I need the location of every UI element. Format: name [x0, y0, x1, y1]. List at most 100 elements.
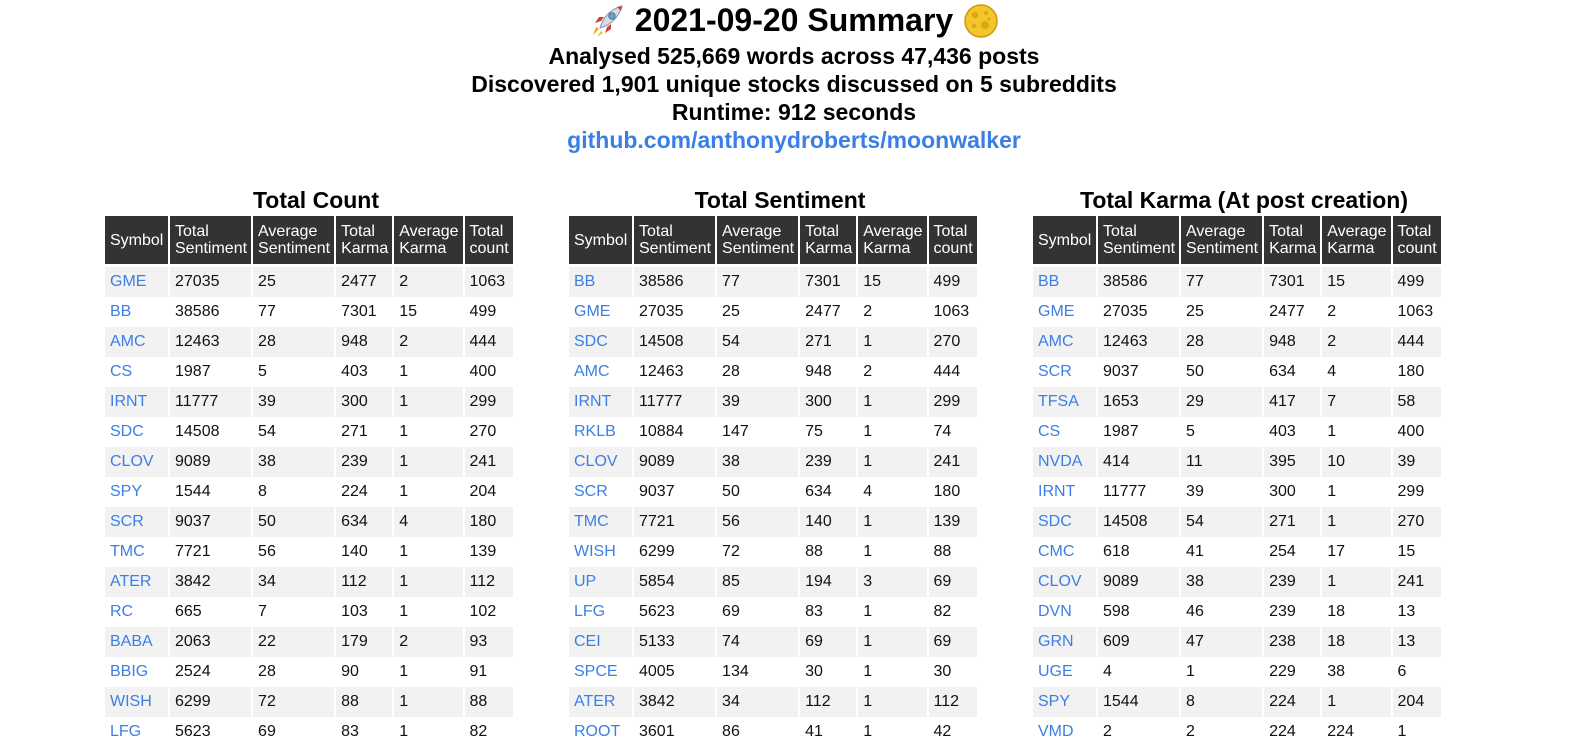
stock-symbol-link[interactable]: WISH: [110, 693, 152, 710]
column-header-total-count[interactable]: Total count: [464, 216, 513, 267]
stock-symbol-link[interactable]: AMC: [1038, 333, 1074, 350]
stock-symbol-link[interactable]: TMC: [574, 513, 609, 530]
stock-symbol-link[interactable]: LFG: [574, 603, 606, 620]
stock-symbol-link[interactable]: CLOV: [1038, 573, 1082, 590]
column-header-symbol[interactable]: Symbol: [105, 216, 168, 267]
stock-symbol-link[interactable]: GME: [1038, 303, 1075, 320]
stock-symbol-link[interactable]: BB: [110, 303, 132, 320]
average-karma-cell: 1: [858, 327, 927, 357]
column-header-total-karma[interactable]: Total Karma: [1264, 216, 1321, 267]
stock-symbol-link[interactable]: SDC: [1038, 513, 1072, 530]
stock-symbol-link[interactable]: ATER: [574, 693, 616, 710]
stock-symbol-link[interactable]: WISH: [574, 543, 616, 560]
stock-symbol-link[interactable]: LFG: [110, 723, 142, 740]
table-row: DVN 598 46 239 18 13: [1033, 597, 1441, 627]
stock-symbol-link[interactable]: VMD: [1038, 723, 1074, 740]
stock-symbol-link[interactable]: ATER: [110, 573, 152, 590]
column-header-average-karma[interactable]: Average Karma: [1322, 216, 1391, 267]
column-header-line: Total: [805, 223, 839, 240]
table-row: BABA 2063 22 179 2 93: [105, 627, 513, 657]
stock-symbol-link[interactable]: SCR: [574, 483, 608, 500]
stock-symbol-link[interactable]: TFSA: [1038, 393, 1079, 410]
stock-symbol-link[interactable]: AMC: [110, 333, 146, 350]
table-row: TFSA 1653 29 417 7 58: [1033, 387, 1441, 417]
total-karma-cell: 224: [336, 477, 393, 507]
column-header-total-count[interactable]: Total count: [1392, 216, 1441, 267]
stock-symbol-link[interactable]: BABA: [110, 633, 153, 650]
stock-symbol-link[interactable]: GRN: [1038, 633, 1074, 650]
column-header-total-karma[interactable]: Total Karma: [336, 216, 393, 267]
total-karma-cell: 224: [1264, 687, 1321, 717]
stock-symbol-link[interactable]: CS: [1038, 423, 1061, 440]
column-header-total-sentiment[interactable]: Total Sentiment: [170, 216, 252, 267]
stock-symbol-link[interactable]: SPY: [110, 483, 143, 500]
column-header-average-sentiment[interactable]: Average Sentiment: [717, 216, 799, 267]
stock-symbol-link[interactable]: NVDA: [1038, 453, 1083, 470]
stock-symbol-link[interactable]: UGE: [1038, 663, 1073, 680]
full-moon-icon: [964, 4, 998, 38]
column-header-total-count[interactable]: Total count: [928, 216, 977, 267]
stock-symbol-link[interactable]: SDC: [574, 333, 608, 350]
total-count-cell: 499: [1392, 267, 1441, 297]
table-row: CEI 5133 74 69 1 69: [569, 627, 977, 657]
total-karma-table-section: Total Karma (At post creation) Symbol Tota…: [1033, 180, 1455, 747]
symbol-cell: AMC: [1033, 327, 1096, 357]
summary-header: 2021-09-20 Summary Analysed 525,669 word…: [0, 0, 1588, 154]
stock-symbol-link[interactable]: BB: [1038, 273, 1060, 290]
total-count-cell: 180: [1392, 357, 1441, 387]
stock-symbol-link[interactable]: DVN: [1038, 603, 1072, 620]
column-header-total-karma[interactable]: Total Karma: [800, 216, 857, 267]
stock-symbol-link[interactable]: SPCE: [574, 663, 618, 680]
stock-symbol-link[interactable]: SDC: [110, 423, 144, 440]
stock-symbol-link[interactable]: CMC: [1038, 543, 1075, 560]
stock-symbol-link[interactable]: SCR: [110, 513, 144, 530]
average-sentiment-cell: 77: [1181, 267, 1263, 297]
stock-symbol-link[interactable]: TMC: [110, 543, 145, 560]
column-header-average-karma[interactable]: Average Karma: [858, 216, 927, 267]
table-header-row: Symbol Total Sentiment Average Sentiment Tota…: [1033, 216, 1441, 267]
github-repo-link[interactable]: github.com/anthonydroberts/moonwalker: [567, 127, 1021, 153]
stock-symbol-link[interactable]: CLOV: [110, 453, 154, 470]
stock-symbol-link[interactable]: AMC: [574, 363, 610, 380]
total-count-cell: 39: [1392, 447, 1441, 477]
stock-symbol-link[interactable]: CEI: [574, 633, 601, 650]
stock-symbol-link[interactable]: SPY: [1038, 693, 1071, 710]
stock-symbol-link[interactable]: IRNT: [110, 393, 148, 410]
stock-symbol-link[interactable]: IRNT: [574, 393, 612, 410]
stock-symbol-link[interactable]: BB: [574, 273, 596, 290]
stock-symbol-link[interactable]: CS: [110, 363, 133, 380]
stock-symbol-link[interactable]: BBIG: [110, 663, 149, 680]
column-header-symbol[interactable]: Symbol: [569, 216, 632, 267]
stock-symbol-link[interactable]: GME: [574, 303, 611, 320]
column-header-total-sentiment[interactable]: Total Sentiment: [634, 216, 716, 267]
total-sentiment-cell: 2524: [170, 657, 252, 687]
column-header-symbol[interactable]: Symbol: [1033, 216, 1096, 267]
symbol-cell: ATER: [105, 567, 168, 597]
total-sentiment-cell: 12463: [634, 357, 716, 387]
stock-symbol-link[interactable]: GME: [110, 273, 147, 290]
average-sentiment-cell: 25: [1181, 297, 1263, 327]
total-count-cell: 400: [1392, 417, 1441, 447]
total-karma-cell: 239: [1264, 597, 1321, 627]
stock-symbol-link[interactable]: RC: [110, 603, 134, 620]
total-count-cell: 299: [464, 387, 513, 417]
total-karma-cell: 271: [336, 417, 393, 447]
stock-symbol-link[interactable]: IRNT: [1038, 483, 1076, 500]
column-header-line: Average: [1186, 223, 1246, 240]
column-header-average-sentiment[interactable]: Average Sentiment: [253, 216, 335, 267]
average-sentiment-cell: 2: [1181, 717, 1263, 747]
stock-symbol-link[interactable]: ROOT: [574, 723, 621, 740]
total-karma-cell: 254: [1264, 537, 1321, 567]
stock-symbol-link[interactable]: UP: [574, 573, 597, 590]
column-header-line: Sentiment: [1103, 240, 1176, 257]
average-karma-cell: 2: [858, 297, 927, 327]
average-karma-cell: 1: [1322, 417, 1391, 447]
stock-symbol-link[interactable]: RKLB: [574, 423, 616, 440]
total-karma-cell: 112: [336, 567, 393, 597]
stock-symbol-link[interactable]: SCR: [1038, 363, 1072, 380]
column-header-average-karma[interactable]: Average Karma: [394, 216, 463, 267]
average-karma-cell: 1: [1322, 477, 1391, 507]
column-header-average-sentiment[interactable]: Average Sentiment: [1181, 216, 1263, 267]
stock-symbol-link[interactable]: CLOV: [574, 453, 618, 470]
column-header-total-sentiment[interactable]: Total Sentiment: [1098, 216, 1180, 267]
